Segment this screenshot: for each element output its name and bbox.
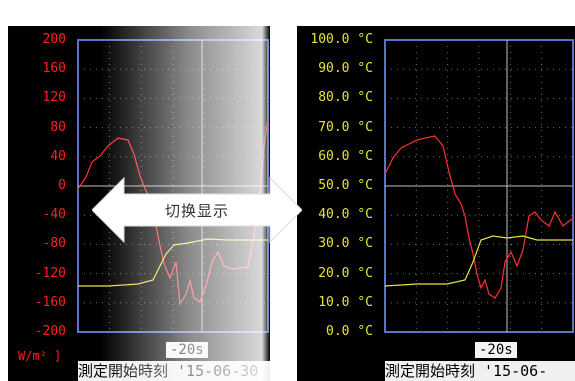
left-right-arrow-icon [92, 176, 302, 244]
right-yellow-trace [384, 235, 573, 287]
right-logger-screen: 100.0 °C 90.0 °C 80.0 °C 70.0 °C 60.0 °C 50.0… [297, 26, 575, 381]
left-status-text: 測定開始時刻 '15-06-30 [78, 362, 259, 380]
switch-display-label: 切换显示 [164, 202, 229, 220]
right-status-bar: 測定開始時刻 '15-06- [385, 361, 575, 381]
right-plot-area [384, 39, 574, 333]
left-x-axis-label: -20s [166, 342, 208, 358]
left-status-bar: 測定開始時刻 '15-06-30 [78, 361, 270, 381]
right-status-text: 測定開始時刻 '15-06- [385, 362, 548, 380]
switch-display-button[interactable]: 切换显示 [92, 174, 302, 246]
left-unit-label: W/m² ] [18, 349, 62, 363]
right-x-axis-label: -20s [475, 342, 517, 358]
page-marker: 3 [277, 345, 286, 361]
